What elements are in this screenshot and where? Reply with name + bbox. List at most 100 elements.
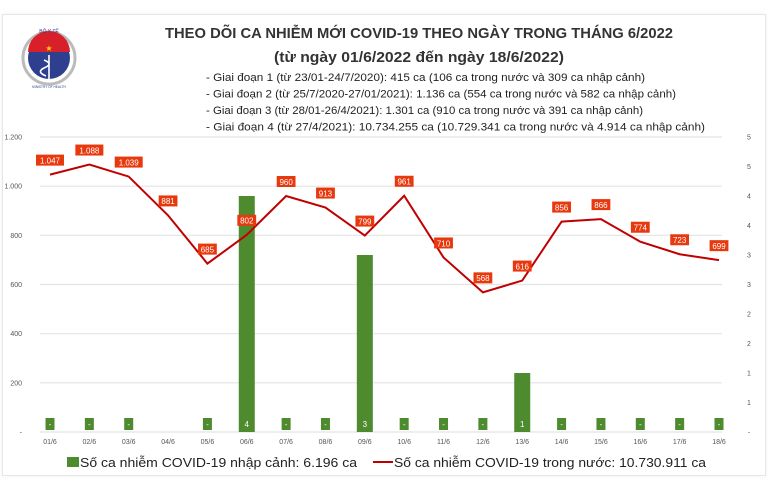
right-axis-tick: 1 [747,400,751,407]
line-label-box [198,243,217,255]
line-label: 1.088 [79,146,100,155]
left-axis-tick: 800 [10,233,22,240]
right-axis-tick: 3 [747,282,751,289]
right-axis-tick: 5 [747,164,751,171]
bar-label: - [127,420,130,429]
line-label-box [434,237,453,249]
line-label-box [512,260,532,272]
line-label-box [158,195,178,207]
right-axis-tick: 1 [747,371,751,378]
line-label-box [75,144,104,156]
bar [238,196,255,432]
stage-note: - Giai đoạn 1 (từ 23/01-24/7/2020): 415 … [206,72,645,84]
line-label-box [114,156,143,168]
line-label: 960 [279,178,293,187]
line-label-box [316,187,335,199]
x-axis-tick: 07/6 [279,439,293,446]
line-label-box [237,214,257,226]
bar [478,418,488,430]
legend-line-label: Số ca nhiễm COVID-19 trong nước: 10.730.… [394,455,706,470]
line-label: 1.047 [40,156,61,165]
line-label-box [709,240,729,252]
line-label: 799 [358,217,372,226]
right-axis-tick: 2 [747,341,751,348]
line-label: 961 [397,178,411,187]
x-axis-tick: 13/6 [515,439,529,446]
bar-label: - [206,420,209,429]
line-label: 710 [437,239,451,248]
x-axis-tick: 08/6 [319,439,333,446]
bar [514,373,531,432]
bar [675,418,685,430]
right-axis-tick: 2 [747,312,751,319]
bar [281,418,291,430]
line-label: 1.039 [119,158,140,167]
bar [320,418,330,430]
line-label: 856 [555,203,569,212]
left-axis-tick: - [20,430,23,437]
x-axis-tick: 16/6 [633,439,647,446]
left-axis-tick: 200 [10,380,22,387]
line-label: 699 [712,242,726,251]
bar-label: 1 [520,420,525,429]
chart-title: THEO DÕI CA NHIỄM MỚI COVID-19 THEO NGÀY… [165,24,673,42]
x-axis-tick: 10/6 [397,439,411,446]
x-axis-tick: 04/6 [161,439,175,446]
left-axis-tick: 400 [10,331,22,338]
bar-label: - [639,420,642,429]
bar [124,418,134,430]
line-label: 802 [240,217,254,226]
legend-bar-label: Số ca nhiễm COVID-19 nhập cảnh: 6.196 ca [80,455,357,470]
bar [84,418,94,430]
bar-label: - [718,420,721,429]
bar-label: - [442,420,445,429]
x-axis-tick: 01/6 [43,439,57,446]
line-label-box [355,215,375,227]
bar-label: - [285,420,288,429]
x-axis-tick: 11/6 [437,439,450,446]
line-series [49,163,720,294]
line-label: 913 [319,189,333,198]
line-label-box [591,199,611,211]
chart-card [2,14,766,476]
ministry-logo: ★ BỘ Y TẾ MINISTRY OF HEALTH [21,28,77,89]
bar [714,418,724,430]
bar-label: 3 [363,420,368,429]
line-label-box [670,234,690,246]
x-axis-tick: 02/6 [83,439,97,446]
line-label: 881 [161,197,175,206]
bar [202,418,212,430]
line-label-box [276,176,296,187]
x-axis-tick: 03/6 [122,439,136,446]
x-axis-tick: 06/6 [240,439,254,446]
x-axis-tick: 12/6 [476,439,490,446]
bar-label: - [49,420,52,429]
line-label: 723 [673,236,687,245]
x-axis-tick: 15/6 [594,439,608,446]
stage-note: - Giai đoạn 4 (từ 27/4/2021): 10.734.255… [206,122,705,134]
x-axis-tick: 18/6 [712,439,726,446]
svg-text:★: ★ [45,44,52,53]
right-axis-tick: 3 [747,253,751,260]
right-axis-tick: 4 [747,194,751,201]
bar [45,418,55,430]
right-axis-tick: 4 [747,223,751,230]
left-axis-tick: 1.000 [4,184,22,191]
stage-note: - Giai đoạn 3 (từ 28/01-26/4/2021): 1.30… [206,105,643,117]
line-label-box [552,201,571,213]
chart-subtitle: (từ ngày 01/6/2022 đến ngày 18/6/2022) [274,49,564,66]
bar-label: - [560,420,563,429]
bar [596,418,606,430]
bar-label: - [88,420,91,429]
bar-label: - [600,420,603,429]
bar-label: - [403,420,406,429]
left-axis-tick: 600 [10,282,22,289]
line-label: 616 [516,262,530,271]
line-label: 568 [476,274,490,283]
bar [356,255,373,432]
line-label-box [473,272,493,284]
bar [635,418,645,430]
line-label: 774 [634,224,648,233]
bar-label: - [482,420,485,429]
